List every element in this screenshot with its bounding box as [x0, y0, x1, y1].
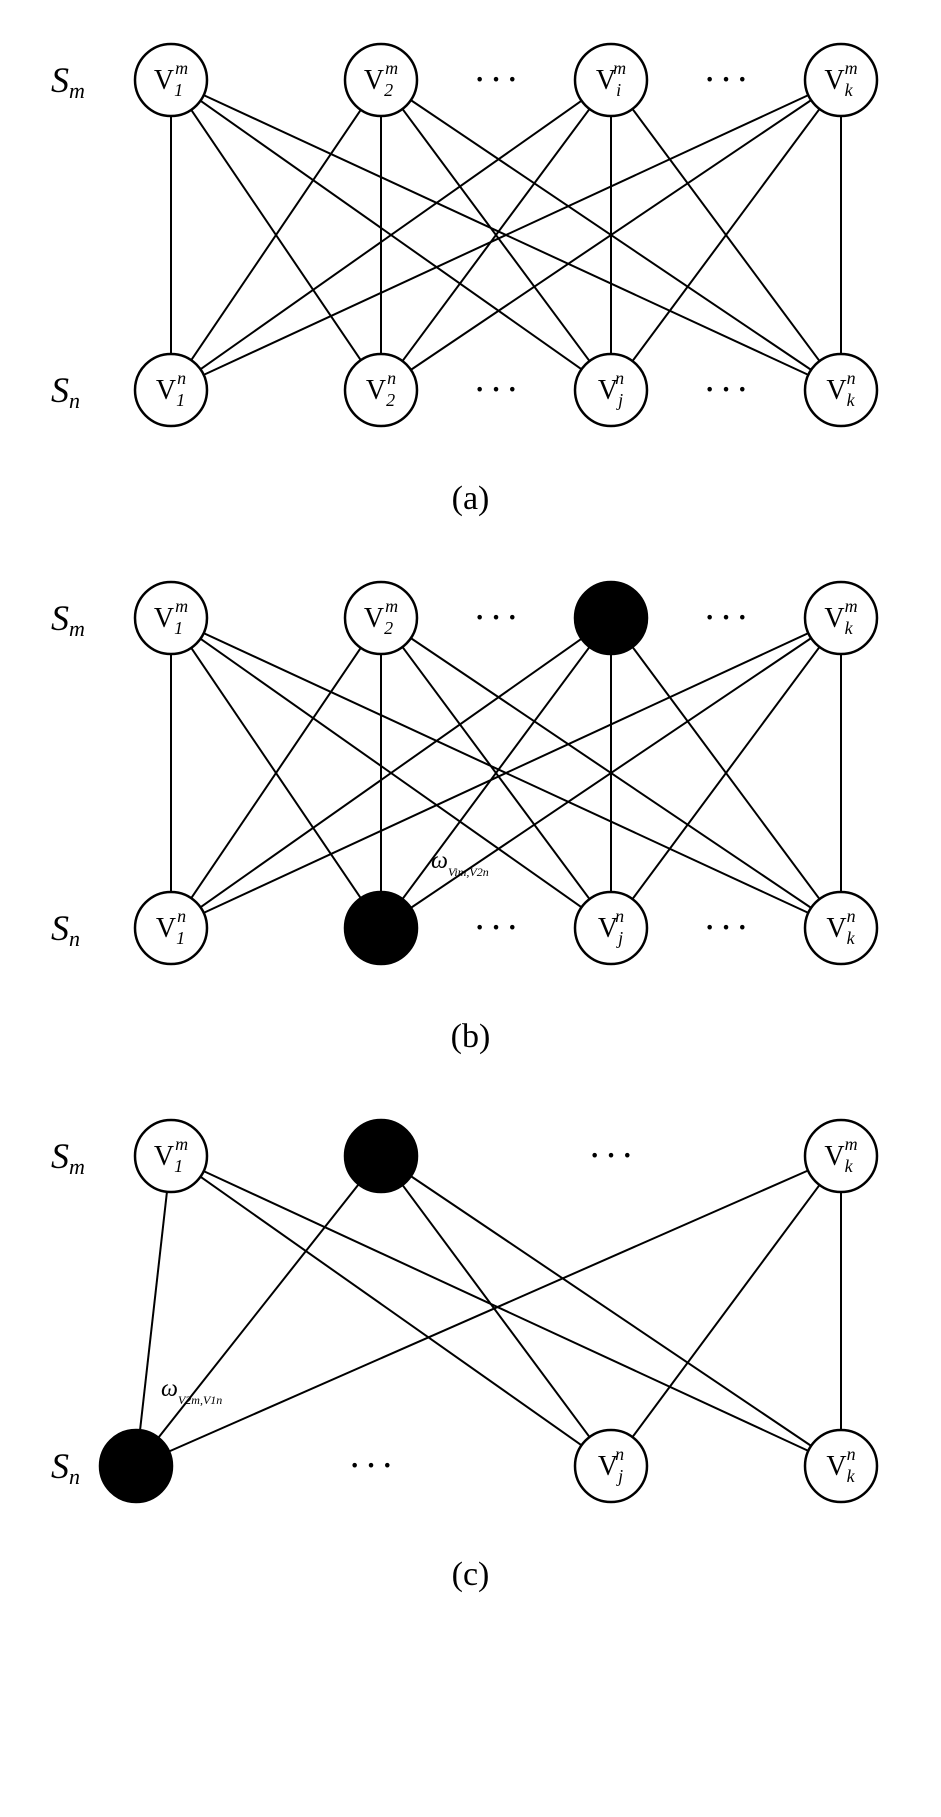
svg-text:Sn: Sn: [51, 1446, 80, 1489]
svg-text:· · ·: · · ·: [349, 1451, 391, 1482]
svg-text:· · ·: · · ·: [589, 1141, 631, 1172]
svg-text:· · ·: · · ·: [704, 375, 746, 406]
svg-text:Sm: Sm: [51, 598, 85, 641]
caption-c: (c): [21, 1556, 921, 1594]
caption-b: (b): [21, 1018, 921, 1056]
svg-text:· · ·: · · ·: [704, 913, 746, 944]
svg-text:· · ·: · · ·: [474, 375, 516, 406]
svg-text:· · ·: · · ·: [704, 603, 746, 634]
svg-text:Sn: Sn: [51, 908, 80, 951]
svg-text:ωV2m,V1n: ωV2m,V1n: [161, 1376, 222, 1407]
panel-c: ωV2m,V1nSmSn· · ·· · ·V1mVkmVjnVkn (c): [21, 1096, 921, 1594]
svg-text:· · ·: · · ·: [474, 603, 516, 634]
svg-text:ωVim,V2n: ωVim,V2n: [431, 848, 489, 879]
caption-a: (a): [21, 480, 921, 518]
panel-a: SmSn· · ·· · ·· · ·· · ·V1mV2mVimVkmV1nV…: [21, 20, 921, 518]
svg-text:· · ·: · · ·: [474, 65, 516, 96]
svg-text:· · ·: · · ·: [474, 913, 516, 944]
bipartite-graph-c: ωV2m,V1nSmSn· · ·· · ·V1mVkmVjnVkn: [21, 1096, 921, 1536]
bipartite-graph-a: SmSn· · ·· · ·· · ·· · ·V1mV2mVimVkmV1nV…: [21, 20, 921, 460]
svg-text:Sm: Sm: [51, 1136, 85, 1179]
figure-container: SmSn· · ·· · ·· · ·· · ·V1mV2mVimVkmV1nV…: [21, 20, 921, 1594]
svg-text:· · ·: · · ·: [704, 65, 746, 96]
bipartite-graph-b: ωVim,V2nSmSn· · ·· · ·· · ·· · ·V1mV2mVk…: [21, 558, 921, 998]
svg-text:Sn: Sn: [51, 370, 80, 413]
panel-b: ωVim,V2nSmSn· · ·· · ·· · ·· · ·V1mV2mVk…: [21, 558, 921, 1056]
svg-text:Sm: Sm: [51, 60, 85, 103]
